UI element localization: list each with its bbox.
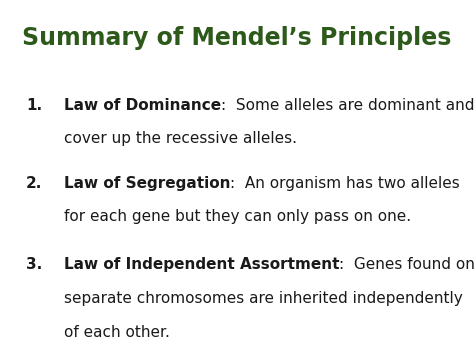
Text: of each other.: of each other.: [64, 325, 170, 340]
Text: :  Some alleles are dominant and: : Some alleles are dominant and: [221, 98, 474, 113]
Text: separate chromosomes are inherited independently: separate chromosomes are inherited indep…: [64, 291, 463, 306]
Text: :  An organism has two alleles: : An organism has two alleles: [230, 176, 460, 191]
Text: 2.: 2.: [26, 176, 43, 191]
Text: 3.: 3.: [26, 257, 42, 272]
Text: Law of Dominance: Law of Dominance: [64, 98, 221, 113]
Text: Law of Independent Assortment: Law of Independent Assortment: [64, 257, 339, 272]
Text: Law of Segregation: Law of Segregation: [64, 176, 230, 191]
Text: :  Genes found on: : Genes found on: [339, 257, 474, 272]
Text: for each gene but they can only pass on one.: for each gene but they can only pass on …: [64, 209, 411, 224]
Text: 1.: 1.: [26, 98, 42, 113]
Text: cover up the recessive alleles.: cover up the recessive alleles.: [64, 131, 297, 146]
Text: Summary of Mendel’s Principles: Summary of Mendel’s Principles: [22, 26, 452, 50]
